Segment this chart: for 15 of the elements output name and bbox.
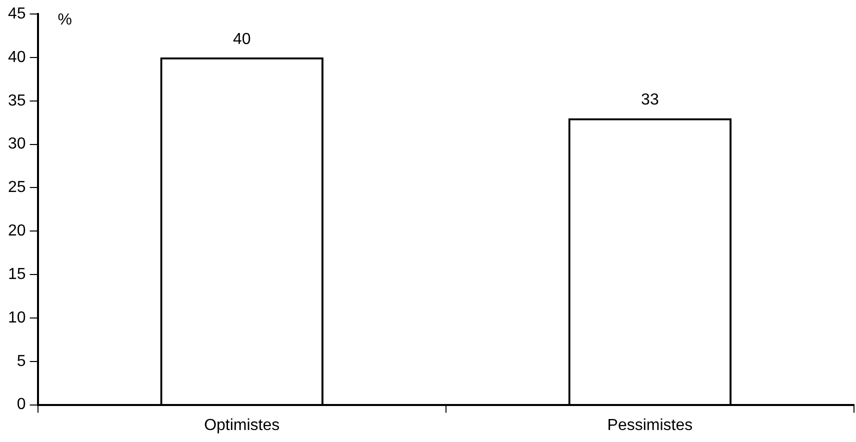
y-axis-title: % <box>58 11 72 28</box>
x-tick-label: Pessimistes <box>607 416 693 434</box>
y-tick-label: 20 <box>8 222 26 240</box>
data-label: 40 <box>232 30 251 48</box>
x-tick-label: Optimistes <box>204 416 280 434</box>
y-tick-label: 30 <box>8 136 26 153</box>
y-tick-label: 25 <box>8 179 26 196</box>
y-tick-label: 15 <box>8 266 26 283</box>
y-tick-label: 5 <box>16 352 26 370</box>
y-tick-label: 10 <box>8 309 26 326</box>
y-tick-label: 35 <box>8 92 26 110</box>
y-tick-label: 0 <box>16 396 26 414</box>
y-tick-label: 45 <box>8 5 26 22</box>
data-label: 33 <box>641 92 659 109</box>
y-tick-label: 40 <box>8 48 26 66</box>
